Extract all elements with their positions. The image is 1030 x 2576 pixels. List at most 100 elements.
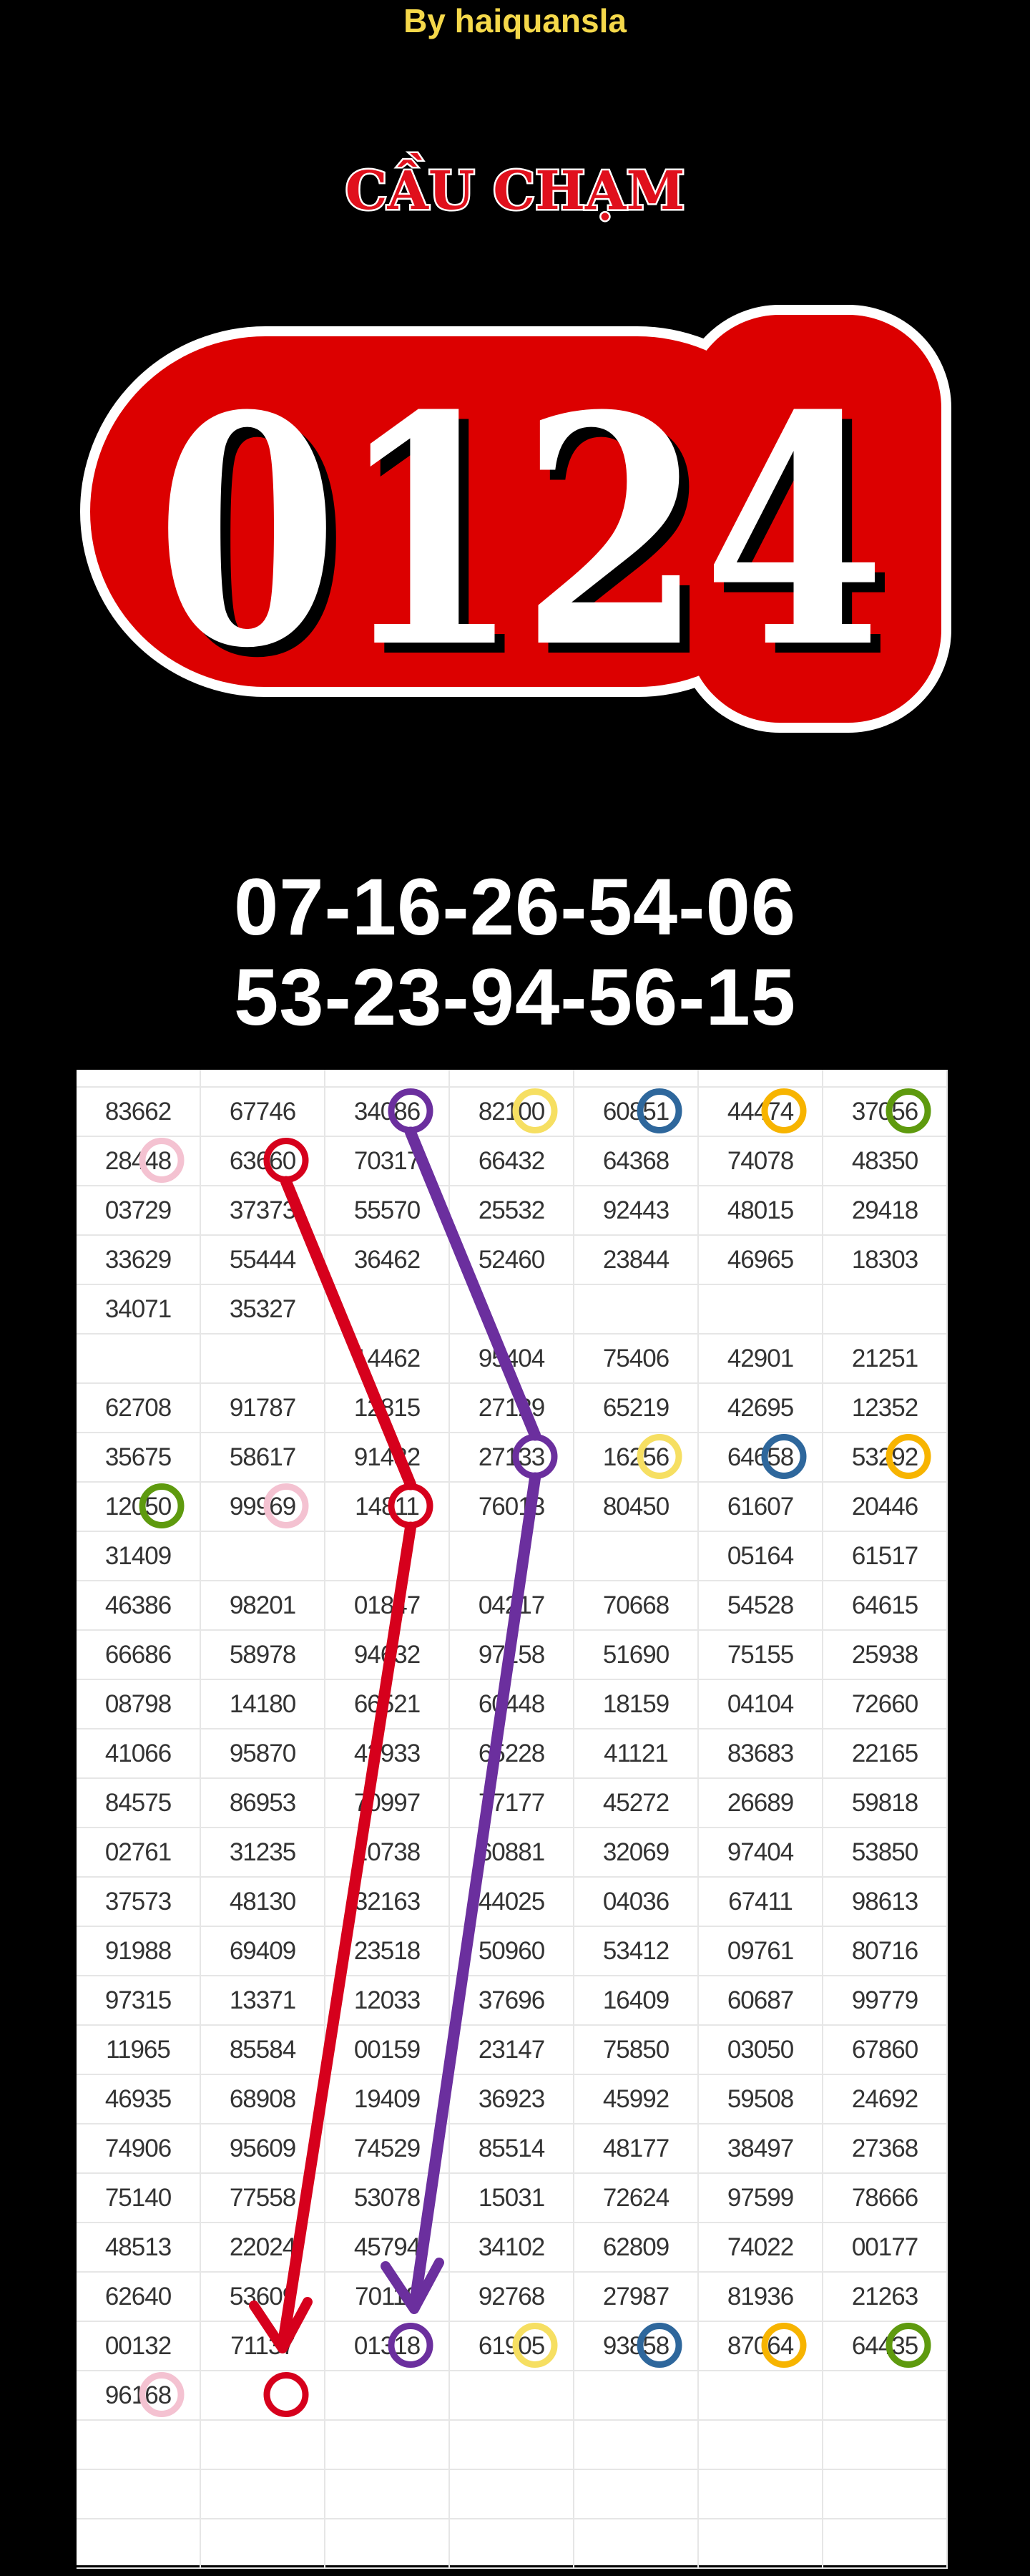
table-cell [574, 2421, 699, 2469]
table-cell: 64658 [699, 1433, 823, 1481]
table-cell: 65219 [574, 1384, 699, 1432]
table-cell: 67411 [699, 1878, 823, 1926]
table-cell: 99779 [823, 1976, 948, 2024]
table-cell: 48130 [201, 1878, 325, 1926]
table-cell: 48177 [574, 2124, 699, 2172]
table-row: 48513 22024 45794 34102 62809 74022 00177 [77, 2223, 948, 2273]
table-cell: 66521 [325, 1680, 450, 1728]
table-cell: 00132 [77, 2322, 201, 2370]
table-cell [823, 2470, 948, 2518]
table-cell [699, 2519, 823, 2567]
table-cell: 60881 [450, 1828, 574, 1876]
table-cell [574, 2371, 699, 2419]
table-cell: 25532 [450, 1186, 574, 1234]
table-cell [574, 2470, 699, 2518]
table-cell: 23518 [325, 1927, 450, 1975]
table-cell: 93858 [574, 2322, 699, 2370]
table-cell: 37373 [201, 1186, 325, 1234]
author-byline: By haiquansla [403, 2, 627, 39]
table-cell: 00177 [823, 2223, 948, 2271]
table-cell: 75406 [574, 1335, 699, 1382]
table-cell: 14462 [325, 1335, 450, 1382]
table-cell: 27129 [450, 1384, 574, 1432]
table-cell: 16409 [574, 1976, 699, 2024]
table-cell: 59818 [823, 1779, 948, 1827]
table-cell: 45272 [574, 1779, 699, 1827]
table-row: 83662 67746 34086 82100 60851 44474 37056 [77, 1088, 948, 1137]
table-cell: 25938 [823, 1631, 948, 1679]
table-cell: 34102 [450, 2223, 574, 2271]
table-cell: 94632 [325, 1631, 450, 1679]
table-row: 46935 68908 19409 36923 45992 59508 24692 [77, 2075, 948, 2124]
table-cell: 22165 [823, 1729, 948, 1777]
table-cell: 67746 [201, 1088, 325, 1136]
table-cell: 02761 [77, 1828, 201, 1876]
table-cell: 36923 [450, 2075, 574, 2123]
table-cell [77, 2519, 201, 2567]
table-cell: 48350 [823, 1137, 948, 1185]
table-cell: 61607 [699, 1483, 823, 1531]
table-cell: 85584 [201, 2026, 325, 2074]
table-cell: 54528 [699, 1581, 823, 1629]
table-cell: 97315 [77, 1976, 201, 2024]
table-cell: 12815 [325, 1384, 450, 1432]
table-cell [699, 2371, 823, 2419]
table-cell: 61517 [823, 1532, 948, 1580]
table-cell [699, 2421, 823, 2469]
table-cell: 80716 [823, 1927, 948, 1975]
table-cell: 60851 [574, 1088, 699, 1136]
table-cell: 77558 [201, 2174, 325, 2222]
table-cell: 12033 [325, 1976, 450, 2024]
table-cell: 27987 [574, 2273, 699, 2321]
table-cell [201, 2421, 325, 2469]
table-cell: 35675 [77, 1433, 201, 1481]
table-cell: 62809 [574, 2223, 699, 2271]
table-cell: 51690 [574, 1631, 699, 1679]
table-row: 35675 58617 91482 27133 16256 64658 53292 [77, 1433, 948, 1483]
table-cell [823, 2371, 948, 2419]
table-cell: 75140 [77, 2174, 201, 2222]
table-header-row [77, 1070, 948, 1088]
table-cell: 97404 [699, 1828, 823, 1876]
table-cell: 52460 [450, 1236, 574, 1284]
table-cell [450, 1532, 574, 1580]
logo-number: 0124 [156, 347, 886, 717]
table-cell [325, 2519, 450, 2567]
table-cell: 04036 [574, 1878, 699, 1926]
table-row: 03729 37373 55570 25532 92443 48015 29418 [77, 1186, 948, 1236]
table-cell: 48015 [699, 1186, 823, 1234]
table-cell: 00159 [325, 2026, 450, 2074]
table-cell: 82100 [450, 1088, 574, 1136]
table-row: 28448 63660 70317 66432 64368 74078 48350 [77, 1137, 948, 1186]
table-cell: 64615 [823, 1581, 948, 1629]
logo-subtitle: CẦU CHẠM [345, 152, 685, 222]
table-cell: 83662 [77, 1088, 201, 1136]
table-cell: 66686 [77, 1631, 201, 1679]
table-cell: 85514 [450, 2124, 574, 2172]
table-cell: 91787 [201, 1384, 325, 1432]
table-cell: 98613 [823, 1878, 948, 1926]
table-cell: 74078 [699, 1137, 823, 1185]
table-cell: 41066 [77, 1729, 201, 1777]
table-cell: 81936 [699, 2273, 823, 2321]
table-cell: 11965 [77, 2026, 201, 2074]
table-cell: 97158 [450, 1631, 574, 1679]
table-cell: 98201 [201, 1581, 325, 1629]
table-cell: 99969 [201, 1483, 325, 1531]
table-cell [823, 2421, 948, 2469]
table-row: 11965 85584 00159 23147 75850 03050 67860 [77, 2026, 948, 2075]
table-cell: 74022 [699, 2223, 823, 2271]
logo-badge [80, 305, 951, 733]
table-cell: 74529 [325, 2124, 450, 2172]
table-cell: 33629 [77, 1236, 201, 1284]
table-cell [325, 2371, 450, 2419]
table-cell: 44025 [450, 1878, 574, 1926]
table-cell: 95870 [201, 1729, 325, 1777]
table-cell: 70118 [325, 2273, 450, 2321]
table-cell: 97599 [699, 2174, 823, 2222]
table-cell: 21251 [823, 1335, 948, 1382]
table-row: 14462 95404 75406 42901 21251 [77, 1335, 948, 1384]
table-cell: 53292 [823, 1433, 948, 1481]
table-cell [450, 2519, 574, 2567]
table-row: 33629 55444 36462 52460 23844 46965 18303 [77, 1236, 948, 1285]
